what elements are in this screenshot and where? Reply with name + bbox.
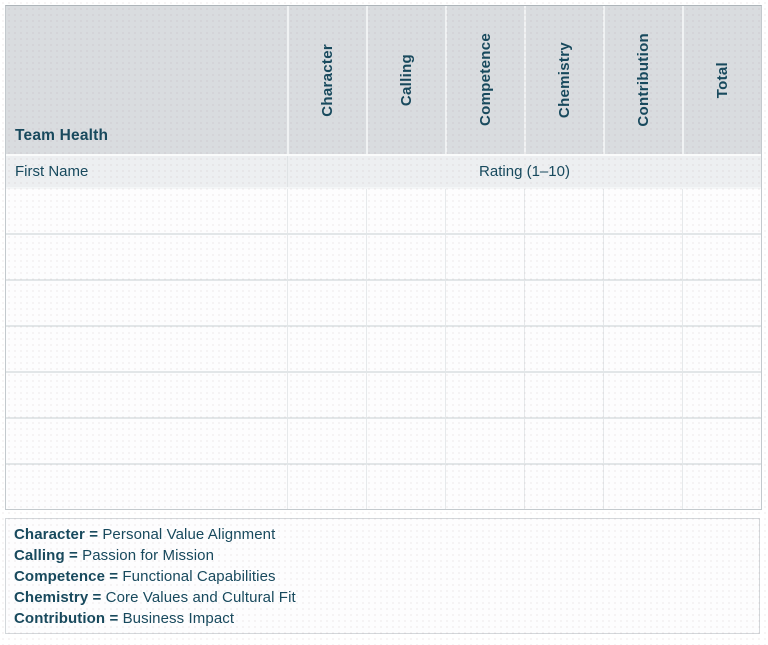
rating-scale-cell: Rating (1–10): [287, 156, 761, 187]
legend-definition: Functional Capabilities: [118, 568, 276, 585]
rating-cell: [287, 281, 366, 325]
legend-item: Calling = Passion for Mission: [14, 545, 751, 566]
legend-definition: Core Values and Cultural Fit: [101, 589, 296, 606]
legend-item: Contribution = Business Impact: [14, 608, 751, 629]
rating-cell: [603, 373, 682, 417]
rating-cell: [287, 327, 366, 371]
rating-cell: [603, 235, 682, 279]
rating-cell: [603, 281, 682, 325]
first-name-label: First Name: [15, 163, 89, 180]
rating-cell: [603, 327, 682, 371]
rating-cell: [445, 189, 524, 233]
rating-cell: [682, 465, 761, 509]
name-cell: [6, 419, 287, 463]
rating-cell: [445, 281, 524, 325]
rating-cell: [287, 189, 366, 233]
table-title-cell: Team Health: [6, 6, 287, 154]
table-row: [6, 417, 761, 463]
name-cell: [6, 281, 287, 325]
table-row: [6, 187, 761, 233]
name-cell: [6, 465, 287, 509]
column-header-label: Competence: [477, 33, 494, 127]
rating-cell: [445, 235, 524, 279]
rating-cell: [524, 327, 603, 371]
legend-term: Competence =: [14, 568, 119, 585]
rating-cell: [287, 465, 366, 509]
rating-cell: [682, 419, 761, 463]
rating-cell: [524, 465, 603, 509]
first-name-header-cell: First Name: [6, 156, 287, 187]
column-header-label: Calling: [398, 53, 415, 107]
column-header-chemistry: Chemistry: [524, 6, 603, 154]
rating-cell: [366, 281, 445, 325]
legend-item: Competence = Functional Capabilities: [14, 566, 751, 587]
rating-cell: [603, 189, 682, 233]
rating-cell: [366, 327, 445, 371]
legend-item: Character = Personal Value Alignment: [14, 524, 751, 545]
rating-cell: [682, 281, 761, 325]
table-title: Team Health: [15, 127, 109, 144]
legend-definition: Passion for Mission: [77, 547, 215, 564]
name-cell: [6, 235, 287, 279]
rating-cell: [445, 465, 524, 509]
rating-cell: [524, 235, 603, 279]
legend-term: Chemistry =: [14, 589, 102, 606]
rating-cell: [445, 373, 524, 417]
rating-scale-label: Rating (1–10): [479, 163, 570, 180]
rating-cell: [287, 373, 366, 417]
rating-cell: [366, 235, 445, 279]
rating-cell: [445, 327, 524, 371]
table-row: [6, 233, 761, 279]
name-cell: [6, 373, 287, 417]
column-header-character: Character: [287, 6, 366, 154]
rating-cell: [445, 419, 524, 463]
column-header-competence: Competence: [445, 6, 524, 154]
rating-cell: [524, 373, 603, 417]
legend-term: Calling =: [14, 547, 78, 564]
legend-term: Contribution =: [14, 610, 119, 627]
rating-cell: [524, 419, 603, 463]
column-header-label: Total: [714, 61, 731, 99]
legend: Character = Personal Value Alignment Call…: [5, 518, 760, 634]
table-row: [6, 325, 761, 371]
table-subheader-row: First Name Rating (1–10): [6, 154, 761, 187]
table-row: [6, 279, 761, 325]
column-header-contribution: Contribution: [603, 6, 682, 154]
column-header-label: Character: [319, 43, 336, 117]
rating-cell: [366, 465, 445, 509]
rating-cell: [682, 189, 761, 233]
rating-cell: [366, 419, 445, 463]
table-row: [6, 371, 761, 417]
rating-cell: [603, 419, 682, 463]
rating-cell: [287, 235, 366, 279]
rating-cell: [682, 373, 761, 417]
legend-term: Character =: [14, 526, 99, 543]
column-header-calling: Calling: [366, 6, 445, 154]
column-header-label: Contribution: [635, 33, 652, 127]
name-cell: [6, 327, 287, 371]
rating-cell: [603, 465, 682, 509]
table-body: [6, 187, 761, 509]
table-row: [6, 463, 761, 509]
rating-cell: [287, 419, 366, 463]
column-header-label: Chemistry: [556, 41, 573, 119]
rating-cell: [524, 189, 603, 233]
legend-item: Chemistry = Core Values and Cultural Fit: [14, 587, 751, 608]
table-header-row: Team Health Character Calling Competence Ch…: [6, 6, 761, 154]
legend-definition: Personal Value Alignment: [98, 526, 276, 543]
rating-cell: [366, 373, 445, 417]
rating-cell: [682, 327, 761, 371]
rating-cell: [366, 189, 445, 233]
column-header-total: Total: [682, 6, 761, 154]
name-cell: [6, 189, 287, 233]
legend-definition: Business Impact: [118, 610, 235, 627]
rating-cell: [682, 235, 761, 279]
team-health-table: Team Health Character Calling Competence Ch…: [5, 5, 762, 510]
rating-cell: [524, 281, 603, 325]
